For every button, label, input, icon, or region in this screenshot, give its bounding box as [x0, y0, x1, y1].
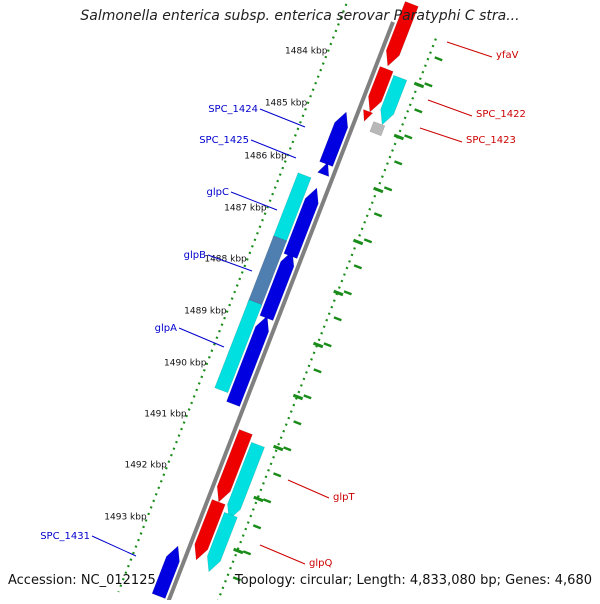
outer-scale-tick — [363, 238, 373, 244]
gene-spc-1431-arrow — [151, 545, 180, 599]
gene-spc-1422a-arrow — [368, 66, 394, 113]
scale-label: 1491 kbp — [144, 410, 187, 420]
scale-label: 1486 kbp — [244, 152, 287, 162]
outer-scale-tick — [343, 290, 352, 296]
scale-label: 1485 kbp — [265, 99, 308, 109]
scale-tick — [413, 81, 425, 89]
gene-glpC-arrow — [283, 187, 319, 259]
gene-label: glpT — [333, 492, 355, 503]
scale-tick — [233, 547, 244, 555]
scale-label: 1488 kbp — [204, 255, 247, 265]
gene-label-leader — [287, 479, 330, 499]
gene-glpT-b-arrow — [227, 441, 265, 521]
outer-scale-tick — [404, 134, 413, 140]
gene-label-leader — [427, 99, 473, 117]
gene-spc-1424-arrow — [319, 111, 349, 167]
scale-label: 1489 kbp — [184, 307, 227, 317]
map-title: Salmonella enterica subsp. enterica sero… — [80, 8, 520, 24]
gene-glpT-arrow — [216, 429, 253, 503]
gene-label-leader — [178, 327, 225, 348]
scale-tick — [373, 186, 384, 194]
gene-label: glpQ — [309, 558, 332, 569]
gene-label-leader — [91, 535, 137, 557]
scale-tick — [393, 133, 405, 141]
outer-scale-tick — [232, 576, 242, 582]
outer-scale-tick — [333, 316, 342, 322]
outer-scale-tick — [262, 498, 272, 504]
outer-scale-tick — [323, 342, 332, 348]
gene-label: SPC_1431 — [40, 531, 90, 542]
gene-glpQ-b-arrow — [207, 511, 238, 573]
gene-spc-1423-arrow — [369, 121, 386, 137]
gene-label-leader — [446, 41, 493, 58]
gene-label-leader — [259, 544, 306, 565]
gene-spc-1422-arrow — [380, 74, 408, 126]
gene-label: glpB — [184, 250, 206, 261]
gene-label-leader — [207, 254, 253, 272]
outer-scale-tick — [313, 368, 322, 374]
scale-label: 1490 kbp — [164, 359, 207, 369]
gene-label: SPC_1422 — [476, 109, 526, 120]
scale-tick — [253, 495, 264, 503]
gene-glpA-arrow — [226, 315, 269, 407]
scale-tick — [333, 289, 344, 297]
gene-spc-1423a-arrow — [363, 108, 374, 122]
outer-scale-ring — [117, 3, 348, 593]
scale-tick — [273, 444, 284, 452]
outer-scale-tick — [353, 264, 363, 270]
gene-label: SPC_1423 — [466, 135, 516, 146]
outer-scale-tick — [383, 186, 393, 192]
scale-label: 1487 kbp — [224, 204, 267, 214]
gene-label-leader — [250, 139, 297, 159]
gene-glpC-b-arrow — [272, 172, 312, 244]
gene-glpB-arrow — [259, 250, 295, 321]
gene-yfaV-arrow — [385, 1, 419, 67]
gene-label: glpC — [207, 187, 229, 198]
gene-glpQ-arrow — [194, 499, 226, 561]
outer-scale-tick — [303, 394, 312, 400]
outer-scale-tick — [293, 420, 302, 426]
outer-scale-tick — [283, 446, 292, 452]
outer-scale-tick — [424, 82, 433, 88]
gene-spc-1425-arrow — [317, 161, 330, 178]
outer-scale-tick — [373, 212, 383, 218]
scale-label: 1484 kbp — [285, 47, 328, 57]
scale-label: 1492 kbp — [124, 461, 167, 471]
genome-backbone — [165, 21, 395, 604]
outer-scale-tick — [414, 108, 423, 114]
gene-glpB-b-arrow — [247, 235, 288, 309]
gene-label: yfaV — [496, 50, 519, 61]
gene-label: SPC_1425 — [199, 135, 249, 146]
outer-scale-tick — [393, 160, 403, 166]
scale-tick — [352, 238, 364, 246]
outer-scale-tick — [273, 472, 282, 478]
outer-scale-tick — [252, 524, 262, 530]
scale-label: 1493 kbp — [104, 513, 147, 523]
gene-label-leader — [419, 127, 463, 143]
accession-text: Accession: NC_012125 — [8, 573, 156, 588]
scale-tick — [312, 341, 324, 349]
gene-label: glpA — [155, 323, 177, 334]
gene-glpA-b-arrow — [214, 299, 263, 394]
genome-summary-text: Topology: circular; Length: 4,833,080 bp… — [234, 573, 592, 588]
gene-label-leader — [259, 108, 306, 128]
outer-scale-tick — [242, 550, 252, 556]
gene-label: SPC_1424 — [208, 104, 258, 115]
outer-scale-tick — [434, 56, 443, 62]
gene-label-leader — [230, 191, 278, 211]
scale-tick — [292, 393, 304, 401]
